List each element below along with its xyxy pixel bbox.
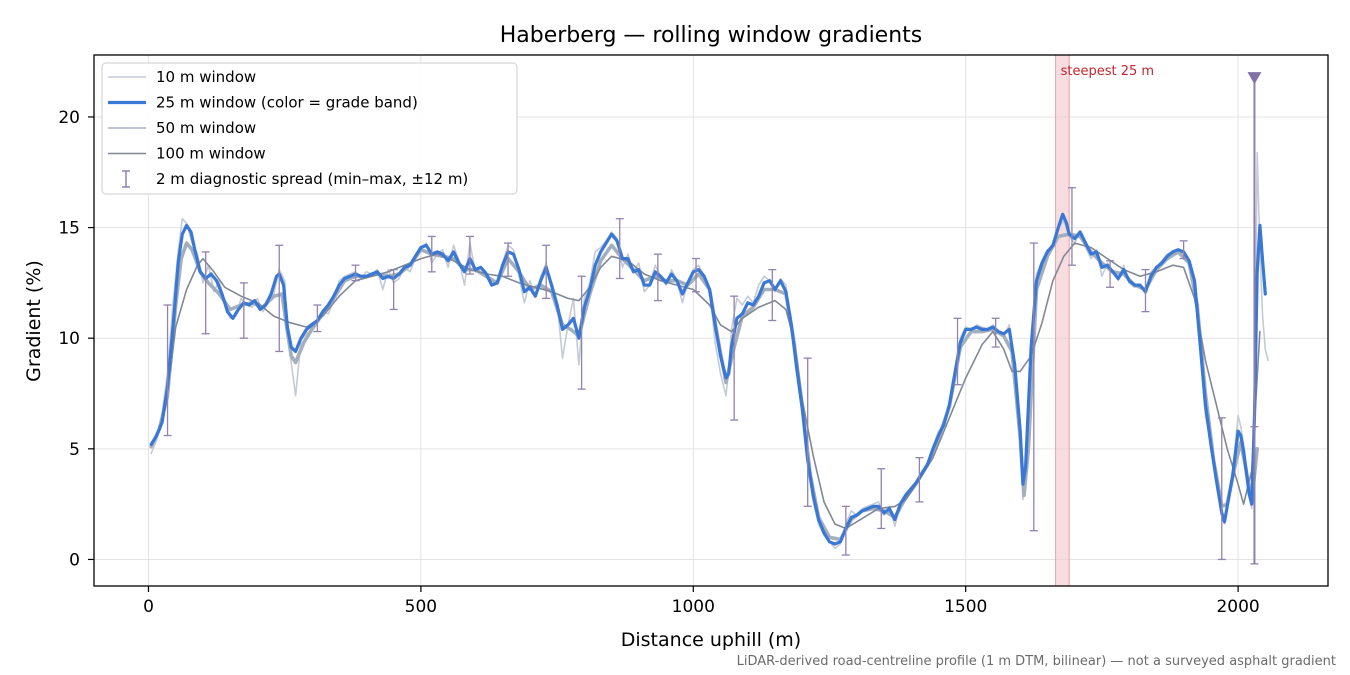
diagnostic-spread-bar (768, 268, 777, 322)
steepest-band-layer: steepest 25 m (1055, 54, 1154, 587)
diagnostic-spread-bar (313, 304, 322, 333)
legend-box (101, 62, 518, 195)
steepest-band-label: steepest 25 m (1061, 64, 1154, 79)
diagnostic-spread-bar (427, 235, 436, 273)
diagnostic-spread-bar (504, 242, 513, 277)
summit-marker-triangle (1247, 72, 1262, 85)
x-tick-label: 1500 (944, 597, 987, 617)
footnote: LiDAR-derived road-centreline profile (1… (737, 654, 1336, 669)
diagnostic-spread-bar (803, 357, 812, 508)
diagnostic-spread-bar (915, 457, 924, 503)
diagnostic-spread-layer (163, 187, 1259, 565)
legend: 10 m window 25 m window (color = grade ba… (101, 62, 518, 195)
diagnostic-spread-bar (841, 505, 850, 556)
diagnostic-spread-bar (465, 235, 474, 275)
x-tick-label: 2000 (1216, 597, 1259, 617)
x-tick-label: 1000 (672, 597, 715, 617)
steepest-band (1055, 54, 1070, 587)
diagnostic-spread-bar (239, 282, 248, 339)
diagnostic-spread-bar (577, 275, 586, 390)
diagnostic-spread-bar (730, 295, 739, 421)
diagnostic-spread-bar (1179, 240, 1188, 260)
y-tick-label: 0 (69, 550, 80, 570)
legend-label: 100 m window (156, 145, 266, 163)
plot-frame (93, 54, 1329, 587)
diagnostic-spread-bar (1106, 260, 1115, 288)
diagnostic-spread-bar (991, 317, 1000, 348)
chart-title: Haberberg — rolling window gradients (500, 23, 923, 48)
series-line-25-m (149, 212, 1267, 546)
diagnostic-spread-bar (1029, 242, 1038, 532)
y-tick-label: 5 (69, 440, 80, 460)
diagnostic-spread-bar (953, 317, 962, 386)
diagnostic-spread-bar (163, 304, 172, 437)
series-line-10-m (150, 151, 1269, 550)
legend-label: 25 m window (color = grade band) (156, 94, 418, 112)
legend-label: 2 m diagnostic spread (min–max, ±12 m) (156, 170, 468, 188)
diagnostic-spread-bar (201, 251, 210, 335)
x-tick-label: 0 (143, 597, 154, 617)
x-axis-title: Distance uphill (m) (621, 629, 801, 651)
diagnostic-spread-bar (692, 257, 701, 293)
diagnostic-spread-bar (1141, 268, 1150, 313)
diagnostic-spread-bar (275, 244, 284, 353)
diagnostic-spread-bar (615, 218, 624, 280)
y-tick-label: 15 (58, 219, 80, 239)
diagnostic-spread-bar (389, 268, 398, 311)
y-axis-title: Gradient (%) (23, 260, 45, 382)
diagnostic-spread-bar (542, 244, 551, 300)
legend-label: 10 m window (156, 68, 256, 86)
grid-layer (94, 55, 1328, 586)
y-tick-label: 10 (58, 329, 80, 349)
series-layer (149, 151, 1269, 550)
summit-marker-layer (1247, 72, 1262, 564)
diagnostic-spread-bar (1217, 417, 1226, 561)
diagnostic-spread-bar (877, 468, 886, 530)
diagnostic-spread-bar (653, 253, 662, 302)
legend-label: 50 m window (156, 119, 256, 137)
x-tick-label: 500 (405, 597, 437, 617)
diagnostic-spread-bar (1067, 187, 1076, 266)
tick-layer: 0 500 1000 1500 2000 0 5 10 15 20 (58, 108, 1259, 617)
diagnostic-spread-bar (351, 264, 360, 282)
y-tick-label: 20 (58, 108, 80, 128)
series-line-100-m (169, 242, 1261, 530)
